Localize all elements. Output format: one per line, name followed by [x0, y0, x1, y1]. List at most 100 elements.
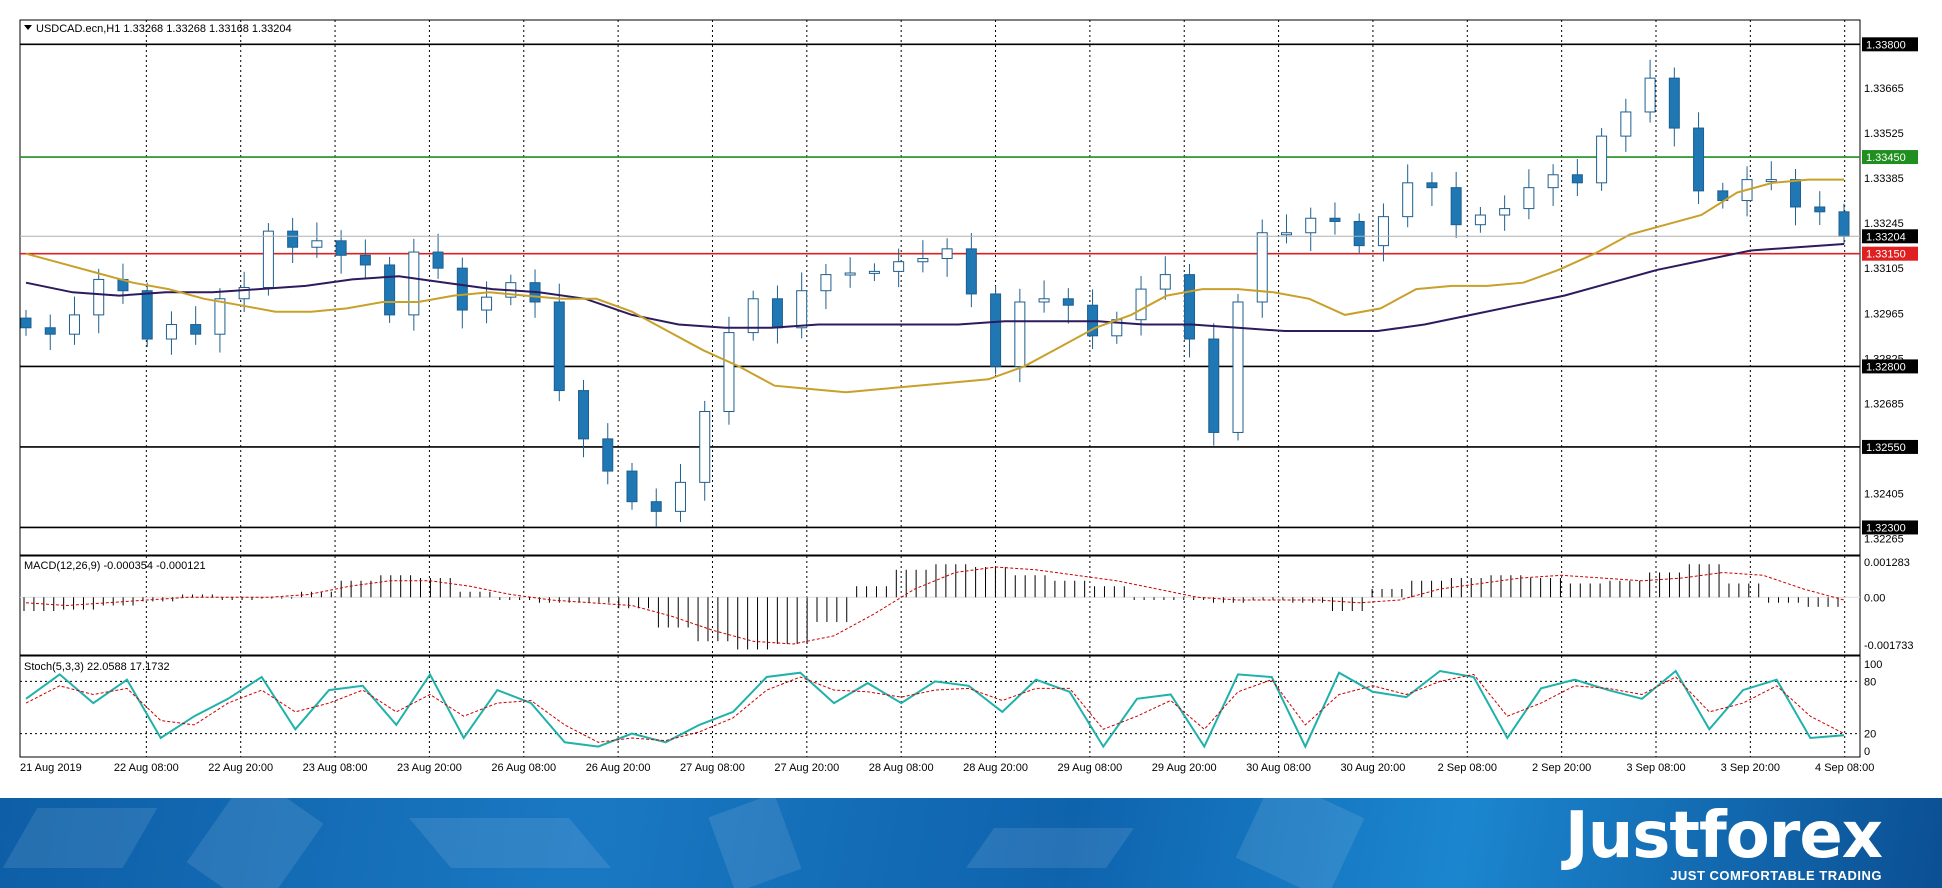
candle — [1038, 280, 1050, 313]
time-label: 26 Aug 20:00 — [586, 762, 651, 774]
candle-body — [44, 327, 56, 335]
level-tag-bg — [1862, 520, 1918, 535]
price-tick-label: 1.32685 — [1864, 398, 1904, 410]
candle-body — [1062, 298, 1074, 306]
candle-body — [1353, 220, 1365, 247]
candle-body — [893, 261, 905, 272]
level-tag: 1.33800 — [1862, 37, 1918, 52]
price-tick-label: 1.33245 — [1864, 218, 1904, 230]
candle — [384, 256, 396, 323]
candle — [1523, 169, 1535, 220]
time-label: 26 Aug 08:00 — [491, 762, 556, 774]
stoch-tick-label: 0 — [1864, 746, 1870, 758]
time-label: 27 Aug 08:00 — [680, 762, 745, 774]
time-label: 27 Aug 20:00 — [774, 762, 839, 774]
candle — [1620, 98, 1632, 152]
level-tag: 1.32550 — [1862, 439, 1918, 454]
candle — [723, 316, 735, 425]
candle-body — [165, 324, 177, 340]
candle-body — [917, 258, 929, 263]
macd-tick-label: 0.00 — [1864, 592, 1885, 604]
candle — [868, 263, 880, 282]
candle-body — [699, 411, 711, 483]
candle-body — [1765, 179, 1777, 183]
candle — [1814, 191, 1826, 226]
trading-chart: 21 Aug 2019 22 Aug 08:00 22 Aug 20:00 23 Au… — [19, 19, 1918, 774]
level-tag-bg — [1862, 439, 1918, 454]
time-label: 3 Sep 20:00 — [1721, 762, 1780, 774]
time-label: 28 Aug 20:00 — [963, 762, 1028, 774]
candle-body — [238, 287, 250, 300]
candle — [1426, 172, 1438, 207]
candle-body — [1596, 135, 1608, 184]
candle — [1547, 164, 1559, 207]
candle-body — [674, 481, 686, 512]
candle — [893, 248, 905, 288]
candle-body — [965, 248, 977, 295]
current-price-label: 1.33204 — [1866, 231, 1906, 243]
candle — [602, 423, 614, 485]
candle — [1402, 164, 1414, 228]
collapse-triangle-icon — [24, 25, 32, 30]
level-tag-bg — [1862, 37, 1918, 52]
candle — [432, 233, 444, 279]
candle — [408, 238, 420, 331]
candle — [44, 314, 56, 350]
candle-body — [820, 274, 832, 292]
candle-body — [1668, 77, 1680, 129]
price-tick-label: 1.32965 — [1864, 308, 1904, 320]
level-tag-label: 1.33800 — [1866, 39, 1906, 51]
price-tick-label: 1.33105 — [1864, 263, 1904, 275]
time-label: 29 Aug 20:00 — [1152, 762, 1217, 774]
candle-body — [1377, 216, 1389, 247]
level-tag: 1.33150 — [1862, 246, 1918, 261]
candle-body — [1280, 232, 1292, 236]
candle-body — [1547, 174, 1559, 189]
level-tag: 1.32300 — [1862, 520, 1918, 535]
time-label: 22 Aug 20:00 — [208, 762, 273, 774]
candle-body — [602, 438, 614, 472]
candle — [335, 230, 347, 274]
level-tag-bg — [1862, 246, 1918, 261]
candle — [674, 464, 686, 522]
macd-tick-label: -0.001733 — [1864, 640, 1914, 652]
candle — [1693, 112, 1705, 205]
candle — [1159, 256, 1171, 300]
candle-body — [1329, 217, 1341, 222]
logo-tagline: JUST COMFORTABLE TRADING — [1670, 868, 1882, 883]
macd-signal-line — [25, 566, 1845, 645]
macd-label: MACD(12,26,9) -0.000354 -0.000121 — [24, 560, 206, 572]
price-tick-label: 1.33385 — [1864, 173, 1904, 185]
level-tag-label: 1.32800 — [1866, 361, 1906, 373]
candle — [917, 240, 929, 273]
candle-body — [1426, 182, 1438, 189]
time-label: 4 Sep 08:00 — [1815, 762, 1874, 774]
candle-body — [578, 390, 590, 440]
candle-body — [93, 278, 105, 316]
candle-body — [723, 332, 735, 413]
candle — [941, 238, 953, 277]
candle-body — [262, 230, 274, 288]
price-tick-label: 1.32265 — [1864, 534, 1904, 546]
ma-fast-line — [25, 178, 1844, 394]
justforex-logo: Justforex JUST COMFORTABLE TRADING — [1565, 798, 1883, 883]
candle-body — [1814, 206, 1826, 213]
candle-body — [456, 267, 468, 311]
brand-banner: Justforex JUST COMFORTABLE TRADING — [0, 798, 1942, 888]
time-label: 30 Aug 20:00 — [1341, 762, 1406, 774]
candle — [553, 283, 565, 402]
stoch-tick-label: 100 — [1864, 659, 1882, 671]
candle — [1329, 202, 1341, 235]
candle — [1232, 293, 1244, 441]
candle-body — [1499, 208, 1511, 216]
candle — [20, 310, 32, 336]
candle-body — [1159, 274, 1171, 290]
time-label: 2 Sep 08:00 — [1438, 762, 1497, 774]
candle — [262, 223, 274, 296]
candle-body — [771, 298, 783, 329]
candle — [1014, 288, 1026, 383]
candle-body — [844, 272, 856, 276]
candle — [1571, 158, 1583, 197]
candle-body — [1620, 111, 1632, 137]
candle-body — [1208, 338, 1220, 433]
